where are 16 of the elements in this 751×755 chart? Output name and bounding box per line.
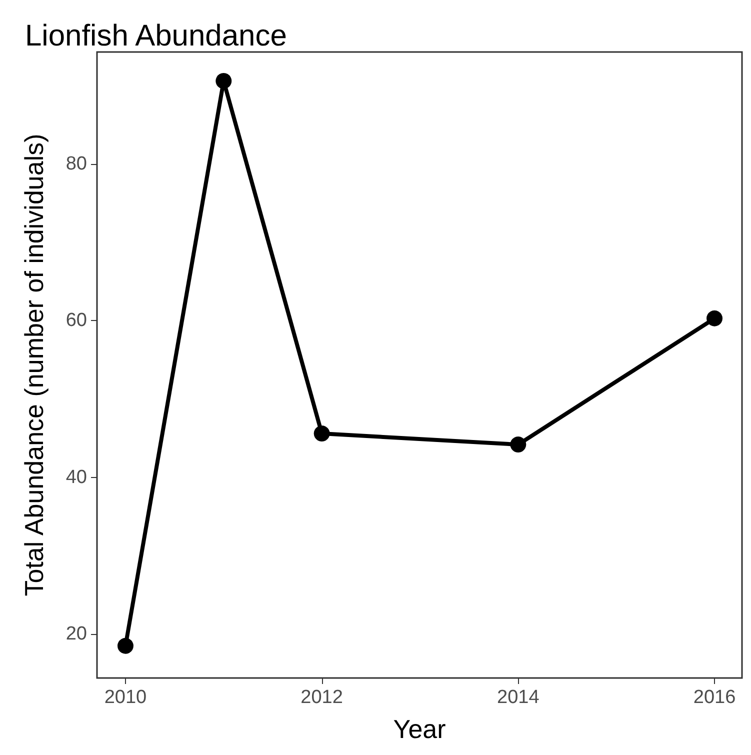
x-tick-label: 2010 [104,687,147,708]
point [314,426,330,442]
y-axis-title: Total Abundance (number of individuals) [19,134,49,596]
y-tick-label: 40 [66,466,87,488]
x-axis-title: Year [393,714,446,744]
y-tick-label: 20 [66,624,87,645]
y-tick-label: 80 [66,154,87,175]
point [706,310,723,326]
x-tick-label: 2014 [497,687,540,708]
x-tick-label: 2012 [300,687,343,708]
y-tick-label: 60 [66,310,87,332]
point [216,72,232,89]
point [510,436,526,453]
x-tick-label: 2016 [693,687,736,708]
point [117,638,134,654]
chart-title: Lionfish Abundance [25,20,287,52]
